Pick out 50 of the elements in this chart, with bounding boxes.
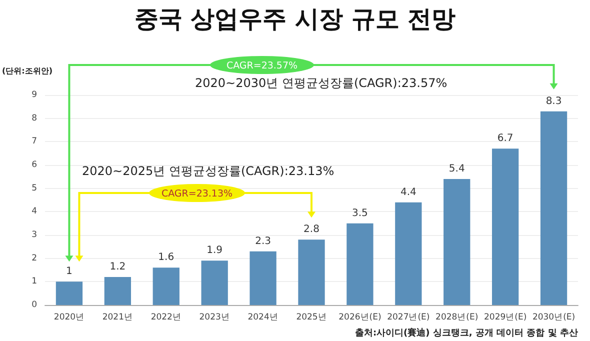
y-tick-label: 6: [32, 160, 37, 170]
text: 2020~2030년 연평균성장률(CAGR):23.57%: [195, 76, 448, 90]
bar: [298, 240, 325, 305]
annotation: CAGR=23.13%: [161, 188, 233, 200]
x-tick-label: 2025년: [296, 312, 327, 322]
x-tick-label: 2028년(E): [436, 312, 478, 322]
data-label: 1.2: [110, 262, 126, 272]
y-tick-label: 7: [32, 136, 37, 147]
x-tick-label: 2030년(E): [532, 312, 576, 322]
text: CAGR=23.57%: [226, 60, 298, 72]
x-tick-label: 2022년: [150, 312, 182, 322]
x-tick-label: 2027년(E): [387, 312, 430, 322]
bar: [540, 111, 568, 305]
y-tick-label: 9: [32, 90, 37, 100]
bar: [395, 202, 422, 305]
bar: [492, 148, 519, 305]
data-label: 6.7: [497, 133, 514, 144]
x-tick-label: 2020년: [54, 312, 85, 322]
y-tick-label: 5: [32, 183, 37, 194]
data-label: 1: [66, 266, 72, 278]
data-label: 1.9: [206, 245, 223, 256]
y-tick-label: 0: [32, 300, 37, 310]
bar: [444, 179, 470, 305]
y-tick-label: 4: [32, 206, 37, 217]
bar: [346, 223, 374, 305]
x-tick-label: 2026년(E): [338, 312, 382, 322]
data-label: 4.4: [400, 186, 416, 198]
data-label: 5.4: [448, 164, 465, 174]
chart-title: 중국 상업우주 시장 규모 전망: [134, 5, 456, 33]
bar: [104, 277, 132, 305]
bar: [152, 268, 180, 305]
text: (단위:조위안): [2, 66, 53, 76]
y-tick-label: 2: [32, 253, 37, 264]
annotation: 2020~2025년 연평균성장률(CAGR):23.13%: [82, 164, 334, 178]
y-tick-label: 3: [32, 230, 37, 240]
x-tick-label: 2029년(E): [484, 312, 527, 322]
x-tick-label: 2023년: [199, 312, 230, 322]
data-label: 2.8: [304, 224, 320, 236]
data-label: 2.3: [255, 236, 271, 247]
data-label: 1.6: [158, 252, 174, 264]
bar: [250, 251, 276, 305]
x-tick-label: 2021년: [102, 312, 133, 322]
source-note: 출처:사이디(賽迪) 싱크탱크, 공개 데이터 종합 및 추산: [354, 328, 578, 338]
y-tick-label: 8: [32, 113, 37, 124]
bar: [56, 282, 83, 305]
data-label: 8.3: [546, 96, 562, 107]
data-label: 3.5: [352, 208, 368, 219]
y-tick-label: 1: [32, 276, 37, 287]
bar: [201, 260, 228, 305]
x-tick-label: 2024년: [248, 312, 278, 322]
